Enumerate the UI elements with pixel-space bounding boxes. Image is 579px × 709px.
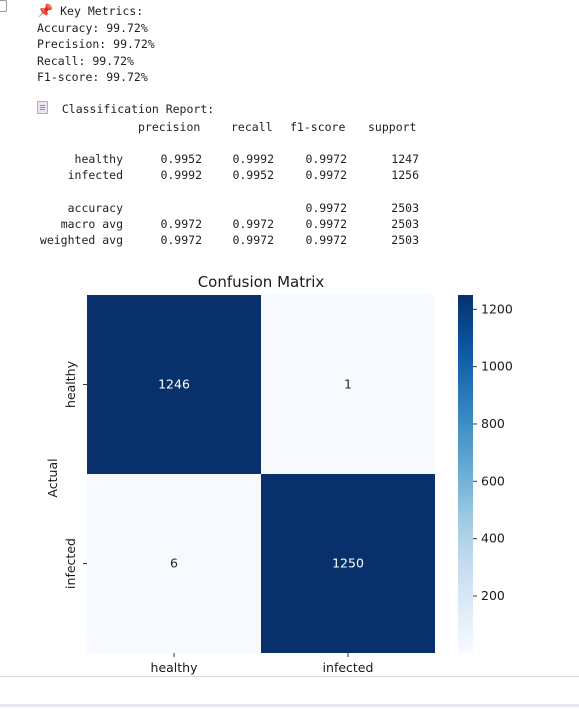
heatmap-cell	[87, 474, 261, 653]
recall-line: Recall: 99.72%	[37, 53, 134, 68]
cell-recall: 0.9972	[232, 217, 274, 231]
cell-f1: 0.9972	[305, 233, 347, 247]
col-header-f1: f1-score	[290, 120, 346, 134]
heatmap-cell	[261, 474, 435, 653]
colorbar-tick-label: 200	[481, 588, 505, 603]
cell-recall: 0.9952	[232, 168, 274, 182]
cell-support: 2503	[391, 217, 419, 231]
row-label: healthy	[74, 152, 123, 166]
bottom-divider	[0, 704, 579, 707]
confusion-matrix-figure: Confusion Matrix 1246 1 6 1250 healthy infec…	[45, 273, 513, 675]
cell-recall: 0.9972	[232, 233, 274, 247]
cell-gutter-marker[interactable]	[0, 0, 7, 12]
y-tick-label: infected	[63, 538, 78, 589]
colorbar-tick-label: 800	[481, 416, 505, 431]
heatmap-cell	[87, 295, 261, 474]
cell-support: 2503	[391, 233, 419, 247]
row-label: infected	[67, 168, 123, 182]
report-header-line: Classification Report:	[37, 101, 214, 117]
cell-support: 1247	[391, 152, 419, 166]
colorbar-tick-label: 400	[481, 531, 505, 546]
accuracy-line: Accuracy: 99.72%	[37, 21, 148, 36]
cell-value-label: 1246	[158, 377, 190, 392]
y-axis-label: Actual	[45, 458, 60, 497]
row-label: weighted avg	[39, 233, 123, 247]
cell-support: 1256	[391, 168, 419, 182]
cell-f1: 0.9972	[305, 201, 347, 215]
cell-precision: 0.9972	[160, 233, 202, 247]
bottom-panel	[0, 676, 579, 709]
cell-f1: 0.9972	[305, 168, 347, 182]
precision-line: Precision: 99.72%	[37, 37, 155, 52]
colorbar-tick-label: 1200	[481, 301, 513, 316]
metrics-header: Key Metrics:	[60, 4, 144, 18]
col-header-support: support	[368, 120, 417, 134]
row-label: macro avg	[60, 217, 123, 231]
cell-precision: 0.9952	[160, 152, 202, 166]
colorbar-tick-label: 600	[481, 473, 505, 488]
cell-recall: 0.9992	[232, 152, 274, 166]
page-icon	[37, 101, 48, 114]
cell-support: 2503	[391, 201, 419, 215]
report-header: Classification Report:	[61, 102, 215, 116]
colorbar	[458, 295, 473, 653]
f1-line: F1-score: 99.72%	[37, 69, 148, 84]
col-header-precision: precision	[138, 120, 201, 134]
cell-precision: 0.9972	[160, 217, 202, 231]
metrics-output: 📌 Key Metrics: Accuracy: 99.72% Precisio…	[37, 3, 155, 85]
cell-value-label: 1	[344, 377, 352, 392]
cell-value-label: 1250	[332, 556, 364, 571]
pushpin-icon: 📌	[37, 4, 54, 19]
colorbar-tick-label: 1000	[481, 359, 513, 374]
col-header-recall: recall	[231, 120, 273, 134]
chart-title: Confusion Matrix	[198, 273, 325, 291]
x-tick-label: infected	[323, 660, 374, 675]
cell-precision: 0.9992	[160, 168, 202, 182]
y-tick-label: healthy	[63, 360, 78, 408]
x-tick-label: healthy	[151, 660, 199, 675]
heatmap-cell	[261, 295, 435, 474]
cell-f1: 0.9972	[305, 152, 347, 166]
cell-value-label: 6	[170, 556, 178, 571]
cell-f1: 0.9972	[305, 217, 347, 231]
row-label: accuracy	[67, 201, 123, 215]
